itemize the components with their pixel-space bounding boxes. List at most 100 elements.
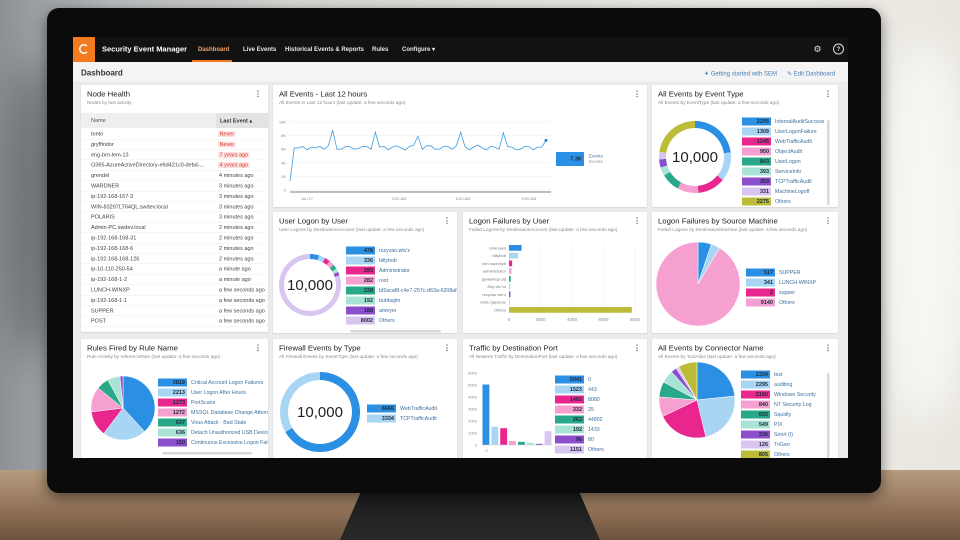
legend-item[interactable]: 332 25 — [555, 405, 594, 414]
kebab-menu-icon[interactable]: ⋮ — [254, 90, 262, 99]
donut-segment[interactable] — [717, 152, 731, 181]
kebab-menu-icon[interactable]: ⋮ — [824, 90, 832, 99]
legend-item[interactable]: 840 NT Security Log — [741, 400, 812, 409]
legend-item[interactable]: 549 PIX — [741, 420, 782, 429]
kebab-menu-icon[interactable]: ⋮ — [254, 344, 262, 353]
donut-segment[interactable] — [317, 255, 326, 263]
legend-item[interactable]: 150 Continuous Excessive Logon Fails — [158, 438, 268, 447]
bar[interactable] — [535, 443, 543, 445]
gear-icon[interactable]: ⚙ — [813, 44, 822, 54]
donut-segment[interactable] — [660, 165, 671, 176]
bar[interactable] — [518, 441, 525, 445]
pie-slice[interactable] — [696, 361, 736, 401]
table-row[interactable]: ip-192-168-1-1 a few seconds ago — [81, 295, 268, 306]
donut-segment[interactable] — [659, 158, 668, 168]
kebab-menu-icon[interactable]: ⋮ — [824, 344, 832, 353]
table-row[interactable]: POLARIS 3 minutes ago — [81, 212, 268, 223]
legend-item[interactable]: 636 Detach Unauthorized USB Device — [158, 428, 268, 437]
donut-segment[interactable] — [333, 271, 340, 277]
legend-item[interactable]: 1403 8080 — [555, 395, 600, 404]
table-row[interactable]: eng-brn-lem-13 7 years ago — [81, 150, 268, 161]
legend-item[interactable]: 2160 Windows Security — [741, 390, 816, 399]
donut-segment[interactable] — [322, 257, 330, 265]
legend-item[interactable]: 1273 PortScans — [158, 398, 215, 407]
legend-scrollbar[interactable] — [827, 373, 830, 458]
legend-item[interactable]: 8002 Others — [346, 316, 395, 325]
legend-item[interactable]: 843 UserLogon — [742, 157, 801, 166]
column-header-last-event[interactable]: Last Event ▴ — [220, 118, 253, 124]
pie-slice[interactable] — [696, 395, 736, 438]
legend-item[interactable]: 2213 User Logon After Hours — [158, 388, 246, 397]
legend-item[interactable]: 341 LUNCH-WINXP — [746, 278, 816, 287]
legend-scrollbar[interactable] — [162, 452, 252, 455]
legend-scrollbar[interactable] — [350, 330, 441, 333]
bar[interactable] — [509, 283, 511, 290]
legend-item[interactable]: 2295 auditing — [741, 380, 792, 389]
legend-item[interactable]: 2295 InternalAuditSuccess — [742, 117, 824, 126]
bar[interactable] — [509, 299, 510, 305]
legend-item[interactable]: 7.3K Events Events — [556, 152, 603, 166]
legend-item[interactable]: 359 TCPTrafficAudit — [742, 177, 812, 186]
table-row[interactable]: ip-192-168-1-2 a minute ago — [81, 275, 268, 285]
pie-slice[interactable] — [119, 375, 124, 409]
table-row[interactable]: gryffindor Never — [81, 139, 268, 150]
help-icon[interactable]: ? — [833, 43, 844, 55]
legend-item[interactable]: 2334 test — [741, 370, 782, 379]
bar[interactable] — [509, 252, 519, 259]
legend-item[interactable]: 6666 WebTrafficAudit — [367, 404, 437, 413]
table-row[interactable]: ip-10-110-250-54 a minute ago — [81, 264, 268, 275]
pie-slice[interactable] — [662, 399, 707, 439]
donut-segment[interactable] — [310, 254, 320, 261]
donut-segment[interactable] — [280, 372, 320, 433]
legend-item[interactable]: 331 MachineLogoff — [742, 187, 809, 196]
bar[interactable] — [509, 268, 512, 274]
donut-segment[interactable] — [659, 121, 695, 153]
bar[interactable] — [509, 441, 516, 445]
kebab-menu-icon[interactable]: ⋮ — [633, 217, 641, 226]
kebab-menu-icon[interactable]: ⋮ — [633, 344, 641, 353]
pie-slice[interactable] — [678, 361, 698, 401]
table-row[interactable]: WARDNER 3 minutes ago — [81, 181, 268, 192]
legend-item[interactable]: 126 TriGeo — [741, 440, 790, 449]
table-row[interactable]: ip-192-168-168-6 2 minutes ago — [81, 243, 268, 254]
legend-scrollbar[interactable] — [827, 120, 830, 205]
legend-item[interactable]: 5041 0 — [555, 375, 591, 384]
legend-item[interactable]: 192 1433 — [555, 425, 600, 434]
pie-slice[interactable] — [103, 407, 145, 441]
tab-live-events[interactable]: Live Events — [243, 45, 277, 53]
donut-segment[interactable] — [329, 264, 337, 272]
donut-segment[interactable] — [659, 151, 667, 160]
legend-item[interactable]: 236 Snort (I) — [741, 430, 793, 439]
legend-item[interactable]: 9140 Others — [746, 298, 795, 307]
bar[interactable] — [509, 291, 511, 298]
tab-dashboard[interactable]: Dashboard — [198, 45, 230, 53]
last-point[interactable] — [544, 138, 548, 142]
bar[interactable] — [526, 442, 534, 445]
legend-item[interactable]: 262 44802 — [555, 415, 603, 424]
legend-item[interactable]: 476 rszyvao.wtv'z — [346, 246, 410, 255]
events-line[interactable] — [289, 130, 547, 182]
table-row[interactable]: ip-192-168-168-126 2 minutes ago — [81, 254, 268, 265]
legend-item[interactable]: 282 root — [346, 276, 388, 285]
legend-item[interactable]: 3334 TCPTrafficAudit — [367, 414, 437, 423]
kebab-menu-icon[interactable]: ⋮ — [443, 217, 451, 226]
tab-configure[interactable]: Configure ▾ — [402, 45, 436, 53]
legend-item[interactable]: 393 ServiceInfo — [742, 167, 801, 176]
legend-item[interactable]: 239 bf2acaf8-c4e7-257c-d63a-6208afc — [346, 286, 457, 295]
kebab-menu-icon[interactable]: ⋮ — [443, 344, 451, 353]
table-row[interactable]: POST a few seconds ago — [81, 316, 268, 327]
table-row[interactable]: tonto Never — [81, 129, 268, 140]
app-logo[interactable] — [73, 37, 95, 62]
bar[interactable] — [509, 307, 632, 313]
table-row[interactable]: Admin-PC.swdev.local 2 minutes ago — [81, 223, 268, 233]
kebab-menu-icon[interactable]: ⋮ — [824, 217, 832, 226]
bar[interactable] — [509, 260, 513, 267]
legend-item[interactable]: 1245 WebTrafficAudit — [742, 137, 812, 146]
legend-item[interactable]: 2275 Others — [742, 197, 791, 206]
bar[interactable] — [491, 426, 499, 445]
legend-item[interactable]: 188 ameyer — [346, 306, 397, 315]
bar[interactable] — [544, 431, 552, 445]
legend-item[interactable]: 1272 MSSQL Database Change Attemp — [158, 408, 268, 417]
legend-item[interactable]: 950 ObjectAudit — [742, 147, 802, 156]
table-row[interactable]: SUPPER a few seconds ago — [81, 306, 268, 317]
